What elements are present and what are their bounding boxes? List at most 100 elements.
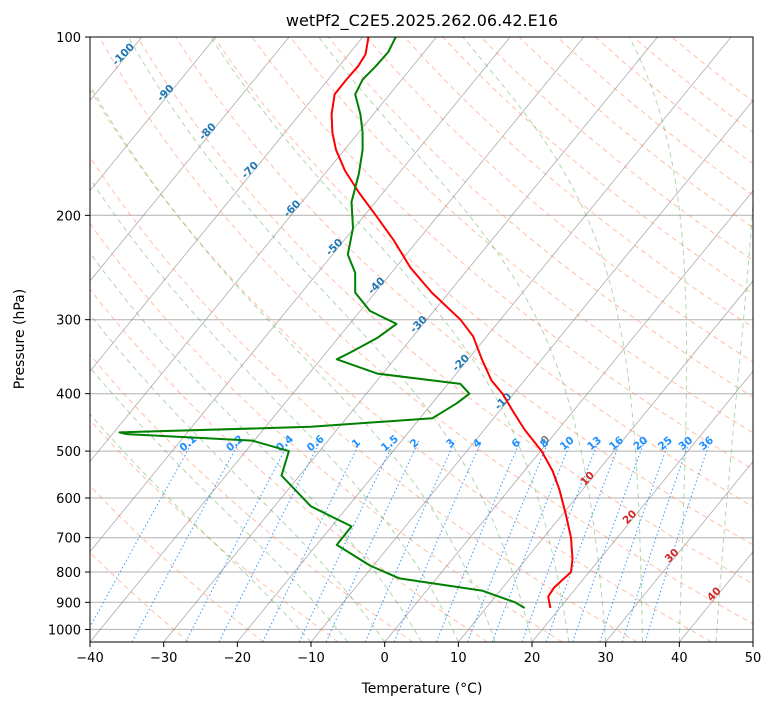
x-tick-label: 50 xyxy=(745,651,762,666)
mixing-ratio-line xyxy=(218,440,321,642)
isotherm-label: -30 xyxy=(408,314,430,336)
mixing-ratio-label: 3 xyxy=(444,437,457,451)
y-tick-label: 900 xyxy=(56,596,81,611)
dry-adiabat-line xyxy=(633,37,753,133)
dry-adiabat-line xyxy=(90,419,339,642)
mixing-ratio-label: 20 xyxy=(631,434,650,453)
mixing-ratio-label: 25 xyxy=(656,434,675,453)
moist-adiabat-line xyxy=(715,193,753,642)
x-tick-label: 30 xyxy=(597,651,614,666)
dry-adiabat-line xyxy=(90,156,638,642)
plot-frame xyxy=(89,36,754,643)
y-tick-label: 600 xyxy=(56,492,81,507)
dry-adiabat-line xyxy=(671,37,753,103)
sounding-series xyxy=(118,37,574,609)
moist-adiabat-line xyxy=(318,37,607,642)
mixing-ratio-label: 16 xyxy=(607,434,626,453)
dry-adiabat-line xyxy=(90,288,488,642)
x-tick-label: 20 xyxy=(524,651,541,666)
background-lines xyxy=(0,37,753,642)
y-tick-label: 500 xyxy=(56,445,81,460)
y-tick-label: 700 xyxy=(56,532,81,547)
isotherm-line xyxy=(90,37,511,553)
mixing-ratio-line xyxy=(491,440,572,642)
dry-adiabat-line xyxy=(213,37,753,508)
dry-adiabat-line xyxy=(175,37,753,546)
moist-adiabat-line xyxy=(90,251,422,642)
isotherm-label: 10 xyxy=(578,469,597,488)
dry-adiabat-line xyxy=(404,37,753,329)
isotherm-line xyxy=(310,99,753,642)
mixing-ratio-line xyxy=(572,440,646,642)
isotherm-label: -80 xyxy=(197,121,219,143)
dry-adiabat-line xyxy=(98,37,753,625)
isotherm-line xyxy=(90,37,216,192)
isotherm-line xyxy=(90,37,437,463)
isotherm-line xyxy=(605,460,753,642)
isotherm-label: -20 xyxy=(450,352,472,374)
dry-adiabat-line xyxy=(90,353,414,642)
moist-adiabat-line xyxy=(462,37,643,642)
chart-title: wetPf2_C2E5.2025.262.06.42.E16 xyxy=(286,11,558,31)
mixing-ratio-line xyxy=(185,440,291,642)
mixing-ratio-label: 10 xyxy=(558,434,577,453)
moist-adiabat-line xyxy=(127,37,533,642)
temperature-profile-line xyxy=(330,37,574,609)
dry-adiabat-line xyxy=(90,88,712,642)
y-tick-label: 200 xyxy=(56,209,81,224)
mixing-ratio-label: 30 xyxy=(676,434,695,453)
x-tick-label: 0 xyxy=(381,651,389,666)
mixing-ratio-line xyxy=(262,440,362,642)
dry-adiabat-line xyxy=(594,37,753,165)
isotherm-line xyxy=(90,37,364,372)
isotherm-line xyxy=(163,37,658,642)
dry-adiabat-line xyxy=(366,37,753,363)
dry-adiabat-line xyxy=(90,485,264,642)
isotherm-line xyxy=(90,37,290,282)
isotherm-line xyxy=(752,641,753,642)
mixing-ratio-label: 6 xyxy=(509,437,522,451)
dry-adiabat-line xyxy=(90,222,563,642)
y-tick-label: 800 xyxy=(56,566,81,581)
y-tick-label: 300 xyxy=(56,314,81,329)
dry-adiabat-line xyxy=(251,37,753,470)
isotherm-line xyxy=(678,551,753,642)
mixing-ratio-label: 4 xyxy=(471,437,484,451)
x-tick-label: −10 xyxy=(297,651,324,666)
isotherm-label: -50 xyxy=(324,236,346,258)
x-tick-label: −40 xyxy=(76,651,103,666)
x-axis-label: Temperature (°C) xyxy=(361,681,483,697)
moist-adiabat-line xyxy=(90,313,386,642)
axis-ticks: −40 −30 −20 −10 0 10 20 30 40 50 100 200 300 400 500 60… xyxy=(48,31,761,666)
dewpoint-profile-line xyxy=(118,37,526,609)
mixing-ratio-line xyxy=(599,440,670,642)
mixing-ratio-label: 13 xyxy=(585,434,604,453)
moist-adiabat-line xyxy=(210,37,570,642)
moist-adiabat-line xyxy=(628,37,688,642)
y-tick-label: 1000 xyxy=(48,623,81,638)
moist-adiabat-line xyxy=(90,366,349,642)
moist-adiabat-line xyxy=(90,177,459,642)
mixing-ratio-line xyxy=(364,440,456,642)
mixing-ratio-line xyxy=(131,440,241,642)
isotherm-label: -60 xyxy=(281,198,303,220)
mixing-ratio-line xyxy=(393,440,483,642)
isotherm-label: -70 xyxy=(239,159,261,181)
x-tick-label: 10 xyxy=(450,651,467,666)
isotherm-line xyxy=(90,37,585,642)
mixing-ratio-line xyxy=(90,440,194,628)
y-tick-label: 100 xyxy=(56,31,81,46)
isotherm-label: -100 xyxy=(110,41,137,68)
isotherm-line xyxy=(0,37,68,642)
dry-adiabat-line xyxy=(442,37,753,295)
dry-adiabat-line xyxy=(556,37,753,196)
mixing-ratio-line xyxy=(545,440,622,642)
isotherm-line xyxy=(531,370,753,642)
moist-adiabat-line xyxy=(90,413,312,642)
isotherm-label: 40 xyxy=(705,585,724,604)
isotherm-line xyxy=(236,37,732,642)
mixing-ratio-line xyxy=(644,440,711,642)
isotherm-line xyxy=(384,190,753,642)
